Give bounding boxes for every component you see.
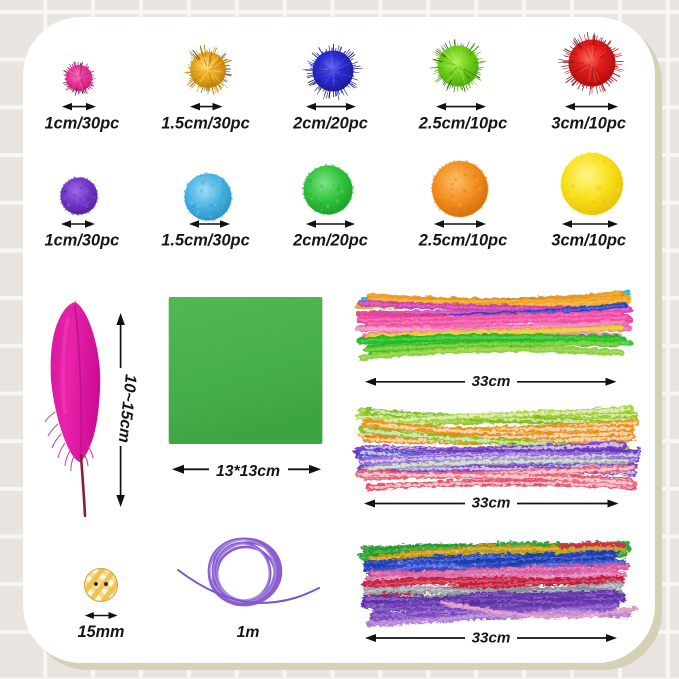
svg-text:33cm: 33cm xyxy=(472,630,511,647)
svg-text:2cm/20pc: 2cm/20pc xyxy=(292,232,368,250)
svg-text:3cm/10pc: 3cm/10pc xyxy=(551,232,626,250)
svg-text:1m: 1m xyxy=(237,624,260,641)
svg-text:2.5cm/10pc: 2.5cm/10pc xyxy=(418,232,507,250)
svg-text:10~15cm: 10~15cm xyxy=(115,373,140,443)
svg-text:2cm/20pc: 2cm/20pc xyxy=(292,114,368,132)
svg-text:33cm: 33cm xyxy=(472,495,511,512)
svg-text:1.5cm/30pc: 1.5cm/30pc xyxy=(161,232,249,250)
svg-text:15mm: 15mm xyxy=(78,623,125,641)
svg-text:1.5cm/30pc: 1.5cm/30pc xyxy=(161,114,249,132)
svg-text:13*13cm: 13*13cm xyxy=(216,463,280,480)
svg-text:3cm/10pc: 3cm/10pc xyxy=(551,114,626,132)
svg-text:2.5cm/10pc: 2.5cm/10pc xyxy=(418,114,507,132)
svg-text:1cm/30pc: 1cm/30pc xyxy=(45,232,120,250)
svg-text:33cm: 33cm xyxy=(472,373,511,390)
svg-text:1cm/30pc: 1cm/30pc xyxy=(45,114,120,132)
